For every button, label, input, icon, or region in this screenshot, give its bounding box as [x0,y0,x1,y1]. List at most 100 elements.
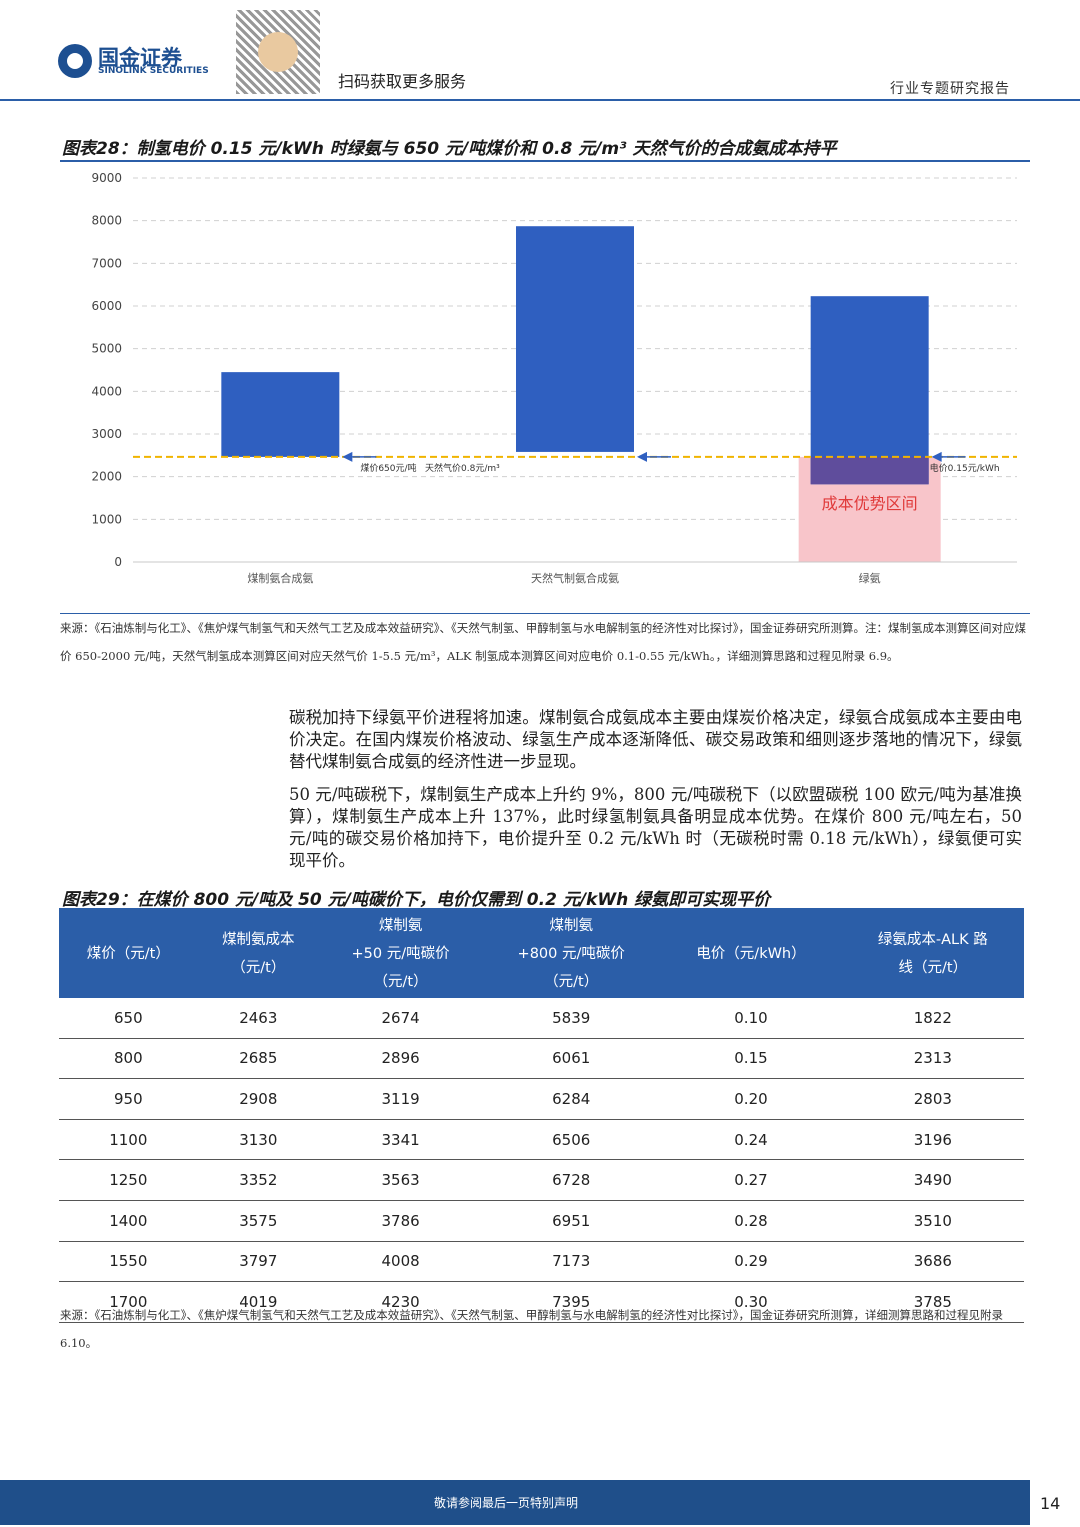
table-header: 绿氨成本-ALK 路 线（元/t） [841,910,1024,998]
table-row: 650 2463 2674 5839 0.10 1822 [59,998,1024,1039]
table-cell: 7173 [482,1241,661,1283]
x-tick-label: 绿氨 [859,571,881,585]
y-tick-label: 4000 [91,384,122,398]
figure-title: 图表29：在煤价 800 元/吨及 50 元/吨碳价下，电价仅需到 0.2 元/… [62,890,771,910]
title-rule [59,908,1024,910]
table-row: 1100 3130 3341 6506 0.24 3196 [59,1119,1024,1161]
bar [221,372,340,457]
table-cell: 3686 [841,1241,1024,1283]
chart: 0 1000 2000 3000 4000 5000 6000 7000 8000 9000 煤制氨… [91,171,1017,585]
logo-cn: 国金证券 [98,46,182,70]
y-tick-label: 8000 [91,214,122,228]
y-tick-label: 5000 [91,342,122,356]
table-cell: 6506 [482,1119,661,1161]
table-cell: 4019 [197,1281,320,1323]
table-cell: 5839 [482,998,661,1039]
annotation: 煤价650元/吨 [360,462,416,474]
table-cell: 1700 [59,1281,198,1323]
table-cell: 3341 [319,1119,483,1161]
report-type: 行业专题研究报告 [890,81,1010,97]
bar [810,296,929,485]
table-row: 800 2685 2896 6061 0.15 2313 [59,1038,1024,1080]
data-table: 煤价（元/t） 煤制氨成本 （元/t） 煤制氨 +50 元/吨碳价 （元/t） 煤制氨… [59,910,1024,1323]
table-cell: 800 [59,1038,198,1080]
arrow-head [637,451,647,462]
table-cell: 0.24 [660,1119,842,1161]
x-tick-label: 天然气制氨合成氨 [531,571,619,585]
logo-icon [58,44,92,78]
table-cell: 7395 [482,1281,661,1323]
table-cell: 2463 [197,998,320,1039]
bar-overlap [810,456,929,485]
table-cell: 3510 [841,1200,1024,1242]
table-cell: 1550 [59,1241,198,1283]
table-cell: 0.30 [660,1281,842,1323]
table-row: 1550 3797 4008 7173 0.29 3686 [59,1241,1024,1283]
table-header: 电价（元/kWh） [660,910,842,998]
table-cell: 3575 [197,1200,320,1242]
y-tick-label: 6000 [91,299,122,313]
table-cell: 1100 [59,1119,198,1161]
paragraph: 碳税加持下绿氨平价进程将加速。煤制氨合成氨成本主要由煤炭价格决定，绿氨合成氨成本… [289,708,1022,771]
source-note: 来源：《石油炼制与化工》、《焦炉煤气制氢气和天然气工艺及成本效益研究》、《天然气… [60,621,1026,663]
source-rule [60,613,1030,614]
y-tick-label: 2000 [91,470,122,484]
source-note: 来源：《石油炼制与化工》、《焦炉煤气制氢气和天然气工艺及成本效益研究》、《天然气… [60,1308,1003,1350]
table-header: 煤制氨 +50 元/吨碳价 （元/t） [319,910,483,998]
bar [516,226,634,452]
figure-title: 图表28：制氢电价 0.15 元/kWh 时绿氨与 650 元/吨煤价和 0.8… [62,139,837,159]
footer-bar [0,1480,1030,1525]
disclaimer: 敬请参阅最后一页特别声明 [433,1496,578,1510]
table-cell: 1822 [841,998,1024,1039]
table-cell: 0.27 [660,1159,842,1201]
y-tick-label: 3000 [91,427,122,441]
table-row: 950 2908 3119 6284 0.20 2803 [59,1078,1024,1120]
y-tick-label: 9000 [91,171,122,185]
title-rule [60,160,1030,162]
table-row: 1250 3352 3563 6728 0.27 3490 [59,1159,1024,1201]
table-cell: 1250 [59,1159,198,1201]
table-row: 1400 3575 3786 6951 0.28 3510 [59,1200,1024,1242]
table-cell: 0.20 [660,1078,842,1120]
table-cell: 3786 [319,1200,483,1242]
y-tick-label: 1000 [91,512,122,526]
table-cell: 3797 [197,1241,320,1283]
table-cell: 650 [59,998,198,1039]
header-rule [0,99,1080,101]
table-cell: 2674 [319,998,483,1039]
table-cell: 4008 [319,1241,483,1283]
table-cell: 3785 [841,1281,1024,1323]
table-cell: 2803 [841,1078,1024,1120]
qr-center [258,32,298,72]
annotation: 天然气价0.8元/m³ [425,462,500,474]
y-tick-label: 0 [114,555,122,569]
table-cell: 3196 [841,1119,1024,1161]
page-number: 14 [1040,1494,1061,1513]
table-cell: 0.10 [660,998,842,1039]
table-row: 1700 4019 4230 7395 0.30 3785 [59,1281,1024,1323]
table-cell: 3490 [841,1159,1024,1201]
table-cell: 2685 [197,1038,320,1080]
logo-en: SINOLINK SECURITIES [98,66,209,76]
table-cell: 6061 [482,1038,661,1080]
arrow-head [342,451,353,462]
x-tick-label: 煤制氨合成氨 [247,571,313,585]
table-cell: 4230 [319,1281,483,1323]
table-cell: 6284 [482,1078,661,1120]
table-cell: 2313 [841,1038,1024,1080]
y-tick-label: 7000 [91,256,122,270]
table-cell: 3563 [319,1159,483,1201]
table-header: 煤价（元/t） [59,910,198,998]
table-cell: 950 [59,1078,198,1120]
table-cell: 0.29 [660,1241,842,1283]
table-cell: 3352 [197,1159,320,1201]
table-cell: 0.28 [660,1200,842,1242]
paragraph: 50 元/吨碳税下，煤制氨生产成本上升约 9%，800 元/吨碳税下（以欧盟碳税… [289,785,1022,870]
table-cell: 2896 [319,1038,483,1080]
arrow-head [931,451,942,462]
table-cell: 3119 [319,1078,483,1120]
annotation: 电价0.15元/kWh [930,462,1000,474]
table-header: 煤制氨 +800 元/吨碳价 （元/t） [482,910,661,998]
table-cell: 6728 [482,1159,661,1201]
